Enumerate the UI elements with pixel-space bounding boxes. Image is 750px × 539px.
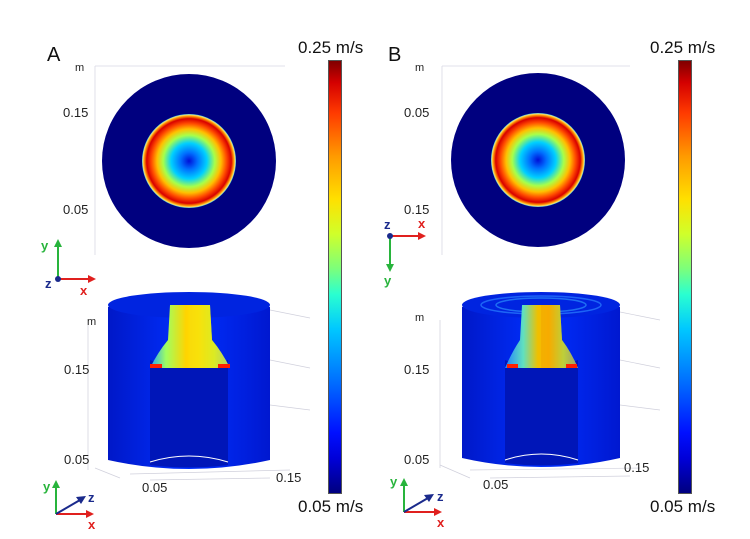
panel-a-top-jet-ring	[142, 114, 236, 208]
panel-a-top-plot	[94, 65, 285, 255]
colorbar-a-min-label: 0.05 m/s	[298, 497, 364, 516]
panel-a-top-unit: m	[75, 62, 85, 74]
panel-b-label: B	[388, 44, 402, 66]
panel-a-label: A	[47, 44, 61, 66]
panel-a-top-axis-triad	[54, 239, 96, 283]
panel-b-bottom-axis-z: z	[437, 489, 444, 504]
panel-b-top-axis-triad	[386, 232, 426, 272]
panel-b-bottom-tick-1: 0.15	[404, 362, 430, 377]
panel-a-bottom-axis-triad	[52, 480, 94, 518]
panel-a-bottom-tick-2: 0.05	[64, 452, 90, 467]
panel-b-top-tick-2: 0.15	[404, 202, 430, 217]
panel-b-bottom-axis-y: y	[390, 474, 398, 489]
panel-b-bottom-tick-2: 0.05	[404, 452, 430, 467]
panel-b-top-axis-y: y	[384, 273, 392, 288]
panel-a-top-tick-2: 0.05	[63, 202, 89, 217]
panel-b-top-axis-x: x	[418, 216, 426, 231]
panel-a-bottom-axis-x: x	[88, 517, 96, 532]
panel-b-bottom-axis-x: x	[437, 515, 445, 530]
panel-b-top-unit: m	[415, 62, 425, 74]
panel-b-top-jet-ring	[491, 113, 585, 207]
panel-b-top-axis-z: z	[384, 217, 391, 232]
panel-a-cylinder-plot	[87, 292, 311, 481]
colorbar-a	[328, 60, 342, 494]
colorbar-b-max-label: 0.25 m/s	[650, 38, 716, 57]
panel-a-top-axis-x: x	[80, 283, 88, 298]
panel-a-base-tick-1: 0.05	[142, 480, 168, 495]
panel-b-top-plot	[441, 65, 630, 255]
panel-a-top-axis-y: y	[41, 238, 49, 253]
panel-a-top-tick-1: 0.15	[63, 105, 89, 120]
colorbar-b	[678, 60, 692, 494]
panel-b-bottom-unit: m	[415, 312, 425, 324]
colorbar-a-max-label: 0.25 m/s	[298, 38, 364, 57]
panel-b-base-tick-1: 0.05	[483, 477, 509, 492]
panel-b-top-tick-1: 0.05	[404, 105, 430, 120]
panel-a-bottom-unit: m	[87, 316, 97, 328]
panel-a-base-tick-2: 0.15	[276, 470, 302, 485]
colorbar-b-min-label: 0.05 m/s	[650, 497, 716, 516]
panel-a-bottom-axis-z: z	[88, 490, 95, 505]
panel-b-bottom-axis-triad	[400, 478, 442, 516]
panel-a-bottom-axis-y: y	[43, 479, 51, 494]
panel-b-base-tick-2: 0.15	[624, 460, 650, 475]
panel-a-top-axis-z: z	[45, 276, 52, 291]
panel-a-bottom-tick-1: 0.15	[64, 362, 90, 377]
